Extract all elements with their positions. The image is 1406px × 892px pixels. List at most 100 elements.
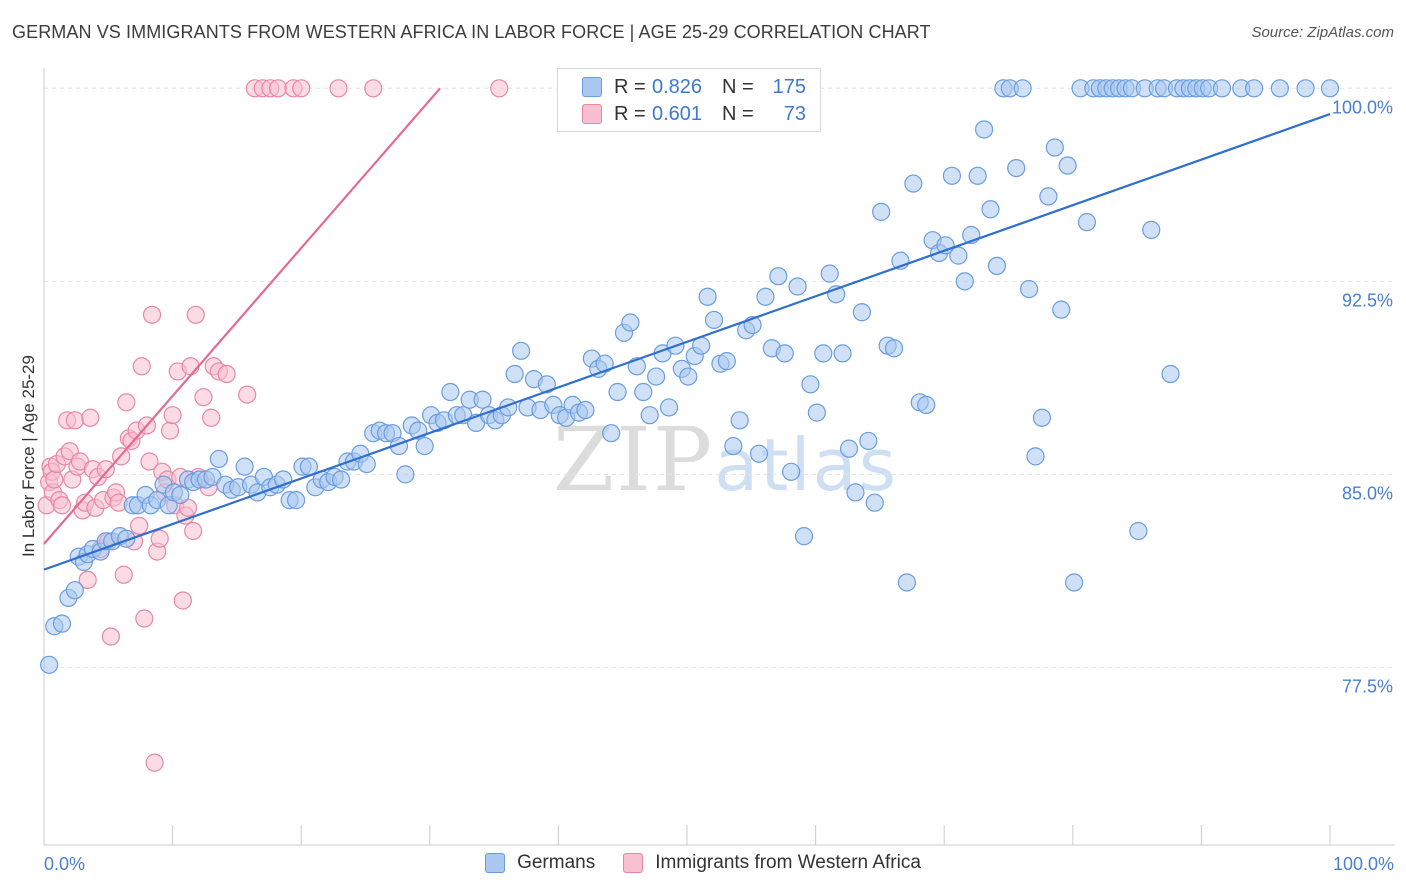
legend-r-label: R = — [614, 102, 646, 125]
legend-item-western-africa[interactable]: Immigrants from Western Africa — [623, 852, 921, 874]
germans-point — [897, 573, 917, 592]
germans-point — [1032, 408, 1052, 427]
germans-point — [794, 527, 814, 546]
y-tick-label: 100.0% — [1332, 97, 1393, 117]
germans-point — [872, 202, 891, 221]
germans-point — [852, 303, 871, 322]
germans-point — [1320, 79, 1340, 98]
germans-point — [171, 485, 190, 505]
western-africa-point — [101, 627, 120, 646]
trend-lines — [43, 87, 1331, 571]
germans-point — [602, 424, 621, 443]
germans-point — [788, 277, 807, 296]
germans-point — [704, 310, 724, 330]
x-tick-label: 0.0% — [44, 854, 85, 874]
germans-point — [917, 395, 936, 414]
germans-point — [1019, 279, 1039, 299]
germans-point — [904, 174, 923, 193]
western-africa-point — [490, 79, 509, 98]
western-africa-point — [52, 496, 72, 515]
germans-point — [1007, 158, 1026, 178]
western-africa-point — [238, 385, 257, 404]
germans-point — [1270, 79, 1289, 98]
germans-point — [782, 462, 801, 481]
y-tick-label: 77.5% — [1342, 676, 1393, 696]
western-africa-point — [163, 406, 182, 425]
chart-source: Source: ZipAtlas.com — [1251, 24, 1394, 41]
germans-point — [749, 444, 769, 463]
western-africa-point — [160, 421, 180, 440]
western-africa-point — [364, 79, 383, 98]
germans-point — [647, 367, 666, 386]
germans-point — [724, 436, 743, 456]
western-africa-point — [150, 529, 169, 548]
germans-point — [949, 246, 968, 265]
western-africa-point — [184, 521, 203, 541]
germans-point — [730, 411, 749, 430]
germans-point — [396, 465, 415, 484]
germans-point — [859, 431, 878, 451]
germans-point — [884, 339, 904, 358]
germans-point — [1212, 79, 1232, 98]
germans-point — [820, 264, 839, 283]
germans-point — [40, 655, 59, 674]
germans-point — [621, 313, 640, 332]
germans-point — [1142, 220, 1161, 239]
germans-point — [814, 344, 833, 363]
western-africa-point — [78, 570, 97, 590]
germans-point — [1161, 364, 1180, 384]
western-africa-point — [45, 470, 64, 489]
series-germans-points — [40, 79, 1340, 674]
western-africa-point — [81, 408, 100, 427]
legend-n-value: 175 — [772, 75, 806, 98]
legend-item-germans[interactable]: Germans — [485, 852, 595, 874]
germans-point — [717, 352, 736, 371]
legend-r-label: R = — [614, 75, 646, 98]
germans-point — [1026, 447, 1045, 466]
germans-point — [846, 483, 865, 502]
germans-point — [595, 354, 614, 373]
axes — [43, 68, 1395, 846]
germans-point — [1296, 79, 1315, 98]
germans-point — [839, 439, 859, 458]
western-africa-point — [186, 305, 205, 324]
western-africa-point — [181, 357, 200, 376]
germans-point — [576, 400, 595, 420]
germans-point — [769, 267, 788, 286]
germans-point — [801, 375, 820, 394]
legend-r-value: 0.826 — [652, 75, 703, 98]
legend-swatch-western-africa — [582, 104, 602, 124]
legend-row-germans: R = 0.826 N = 175 — [582, 74, 806, 100]
western-africa-point — [202, 408, 221, 427]
germans-point — [1052, 300, 1071, 319]
western-africa-point — [132, 357, 151, 376]
western-africa-point — [114, 565, 133, 584]
western-africa-trend-line — [43, 87, 441, 545]
y-tick-label: 85.0% — [1342, 483, 1393, 503]
germans-point — [235, 457, 254, 476]
germans-point — [1129, 521, 1148, 541]
germans-point — [286, 491, 306, 510]
legend-label-western-africa: Immigrants from Western Africa — [655, 852, 921, 873]
gridlines — [44, 87, 1395, 668]
germans-point — [209, 449, 228, 469]
western-africa-point — [142, 305, 162, 324]
germans-point — [698, 287, 717, 306]
germans-point — [634, 382, 653, 402]
western-africa-point — [329, 79, 348, 98]
legend-n-value: 73 — [783, 102, 806, 125]
germans-point — [1064, 573, 1084, 592]
germans-point — [65, 581, 84, 600]
germans-point — [807, 403, 826, 422]
germans-point — [1013, 79, 1032, 98]
western-africa-point — [145, 753, 164, 772]
western-africa-point — [130, 516, 149, 535]
germans-point — [1077, 213, 1097, 232]
western-africa-point — [140, 452, 159, 471]
western-africa-point — [65, 411, 84, 430]
western-africa-point — [292, 79, 311, 98]
legend-r-value: 0.601 — [652, 102, 703, 125]
germans-point — [974, 120, 994, 139]
legend-row-western-africa: R = 0.601 N = 73 — [582, 101, 806, 127]
